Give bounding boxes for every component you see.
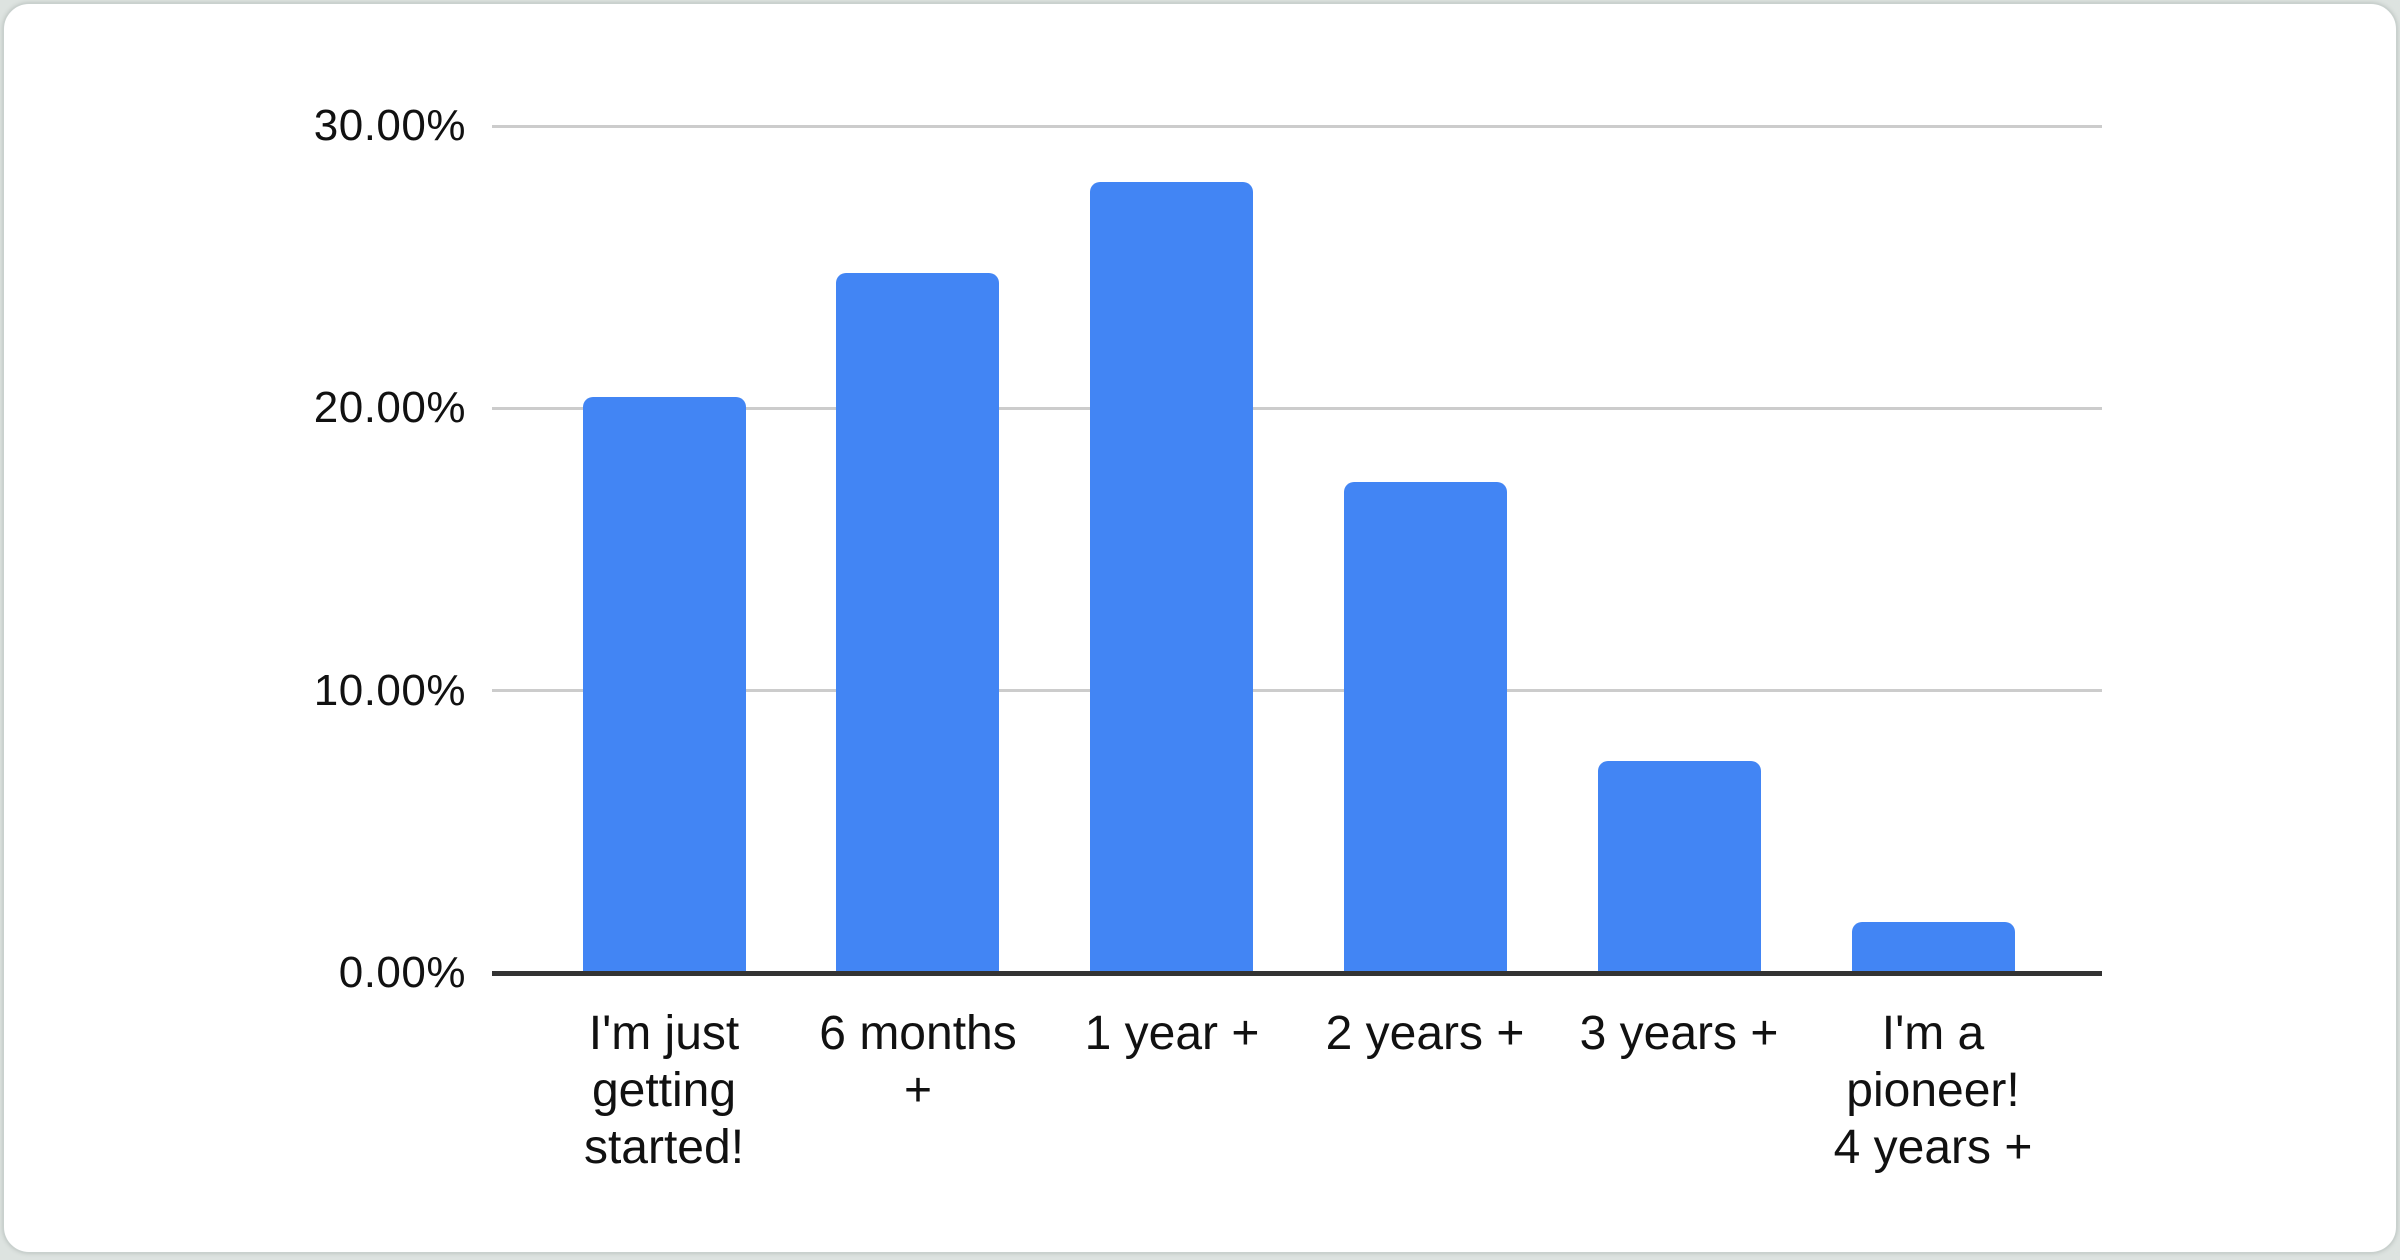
x-axis-category-label: I'm a pioneer! 4 years + bbox=[1833, 1007, 2033, 1174]
gridline-20pct bbox=[492, 406, 2102, 410]
y-axis-tick-label: 0.00% bbox=[338, 948, 466, 997]
bar-category-5[interactable] bbox=[1598, 761, 1761, 973]
y-axis-tick-label: 20.00% bbox=[313, 383, 466, 433]
gridline-30pct bbox=[492, 124, 2102, 128]
bar-category-3[interactable] bbox=[1090, 182, 1253, 973]
bar-category-2[interactable] bbox=[836, 273, 999, 973]
x-axis-category-label: 2 years + bbox=[1325, 1007, 1525, 1060]
x-axis-category-label: 1 year + bbox=[1084, 1007, 1260, 1060]
bar-category-1[interactable] bbox=[583, 397, 746, 973]
chart-card: 0.00% 10.00% 20.00% 30.00% I'm just getting … bbox=[3, 3, 2397, 1253]
x-axis-baseline bbox=[492, 971, 2102, 976]
y-axis-tick-label: 30.00% bbox=[313, 101, 466, 150]
y-axis-tick-label: 10.00% bbox=[313, 665, 466, 715]
bar-category-6[interactable] bbox=[1852, 922, 2015, 973]
x-axis-category-label: I'm just getting started! bbox=[583, 1007, 745, 1174]
gridline-10pct bbox=[492, 689, 2102, 693]
bar-chart: 0.00% 10.00% 20.00% 30.00% I'm just getting … bbox=[4, 4, 2400, 1260]
x-axis-category-label: 3 years + bbox=[1579, 1007, 1779, 1060]
bar-category-4[interactable] bbox=[1344, 482, 1507, 973]
x-axis-category-label: 6 months + bbox=[819, 1007, 1017, 1117]
